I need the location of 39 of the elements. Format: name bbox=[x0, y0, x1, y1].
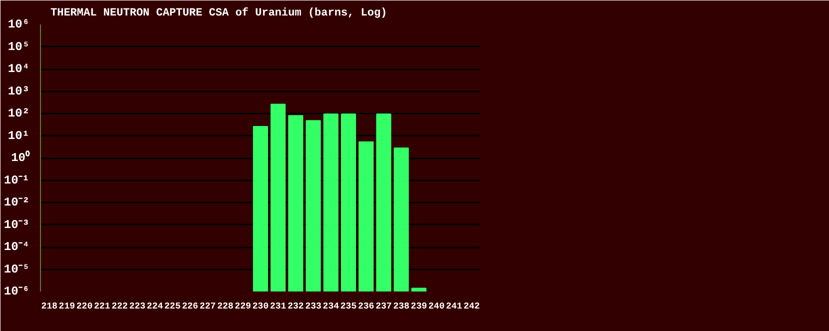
y-tick-label: 10⁴ bbox=[8, 62, 30, 76]
y-tick-label: 10⁵ bbox=[8, 40, 30, 54]
y-tick-label: 10⁻³ bbox=[4, 218, 30, 232]
x-tick-label: 228 bbox=[217, 302, 234, 312]
x-tick-label: 230 bbox=[252, 302, 269, 312]
x-tick-label: 222 bbox=[112, 302, 128, 312]
x-tick-label: 229 bbox=[234, 302, 251, 312]
x-tick-label: 238 bbox=[393, 302, 410, 312]
y-tick-label: 10² bbox=[8, 106, 30, 120]
x-tick-label: 237 bbox=[376, 302, 392, 312]
x-tick-label: 226 bbox=[182, 302, 198, 312]
x-tick-label: 223 bbox=[129, 302, 146, 312]
x-tick-label: 235 bbox=[340, 302, 357, 312]
x-tick-label: 234 bbox=[322, 302, 340, 312]
y-tick-label: 10⁻¹ bbox=[4, 173, 30, 188]
x-tick-label: 224 bbox=[146, 302, 164, 312]
y-tick-label: 10⁻² bbox=[4, 196, 30, 210]
x-tick-label: 241 bbox=[446, 302, 463, 312]
chart-title: THERMAL NEUTRON CAPTURE CSA of Uranium (barns, Log) bbox=[50, 6, 388, 20]
y-tick-label: 10³ bbox=[8, 84, 30, 98]
y-tick-label: 10⁻⁶ bbox=[4, 284, 30, 298]
x-tick-label: 218 bbox=[41, 302, 58, 312]
y-tick-label: 10⁰ bbox=[11, 150, 30, 165]
x-tick-label: 219 bbox=[58, 302, 75, 312]
x-tick-label: 242 bbox=[464, 302, 480, 312]
x-tick-label: 220 bbox=[76, 302, 93, 312]
x-tick-label: 225 bbox=[164, 302, 181, 312]
y-tick-label: 10⁻⁵ bbox=[4, 262, 30, 276]
y-tick-label: 10⁻⁴ bbox=[4, 240, 30, 254]
x-tick-label: 221 bbox=[94, 302, 111, 312]
x-tick-label: 231 bbox=[270, 302, 287, 312]
x-tick-label: 240 bbox=[428, 302, 445, 312]
x-tick-label: 232 bbox=[288, 302, 304, 312]
x-tick-label: 239 bbox=[410, 302, 427, 312]
x-tick-label: 227 bbox=[200, 302, 216, 312]
x-tick-label: 233 bbox=[305, 302, 322, 312]
y-tick-label: 10¹ bbox=[8, 128, 30, 143]
x-tick-label: 236 bbox=[358, 302, 374, 312]
y-tick-label: 10⁶ bbox=[8, 18, 30, 32]
